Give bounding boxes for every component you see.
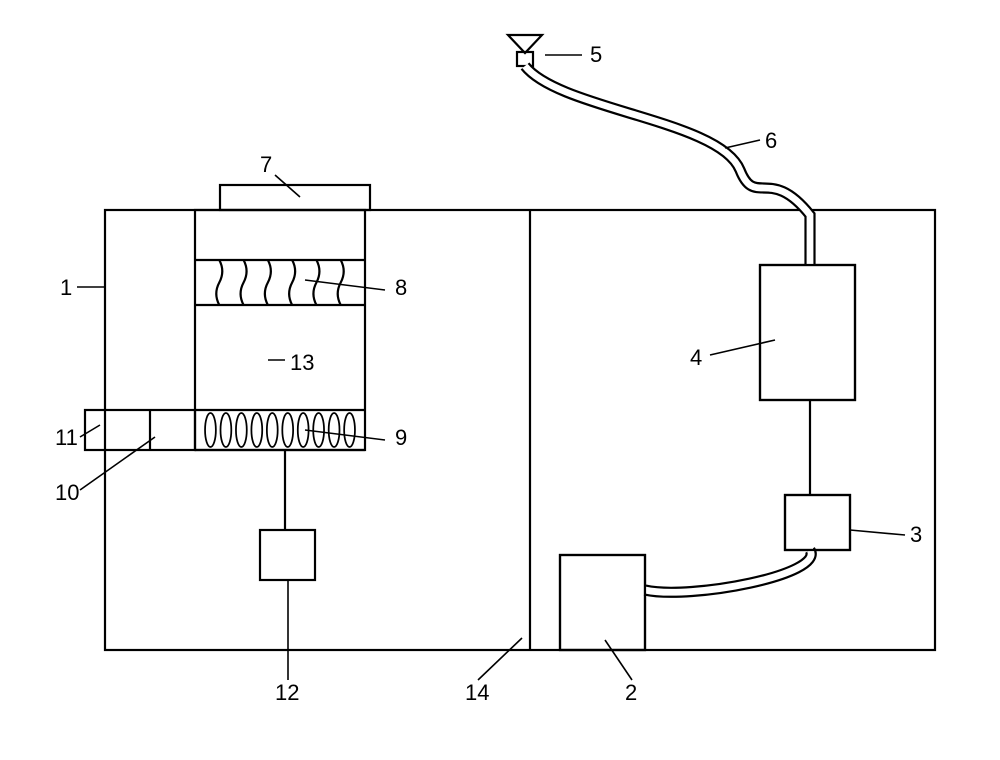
label-l14: 14: [465, 680, 489, 705]
leader-l8: [305, 280, 385, 290]
wave-line: [338, 260, 344, 305]
leader-l3: [850, 530, 905, 535]
coil-loop: [282, 413, 293, 447]
coil-loop: [344, 413, 355, 447]
wave-line: [241, 260, 247, 305]
inner-bottom-block: [560, 555, 645, 650]
inner-bottom-block-over: [560, 555, 645, 650]
hose-inner: [525, 66, 810, 265]
bottom-small-box: [260, 530, 315, 580]
coil-loop: [205, 413, 216, 447]
label-l4: 4: [690, 345, 702, 370]
wave-line: [216, 260, 222, 305]
right-tall-box-over: [760, 265, 855, 400]
wave-line: [265, 260, 271, 305]
label-l2: 2: [625, 680, 637, 705]
leader-l14: [478, 638, 522, 680]
hose2-inner: [645, 550, 811, 592]
label-l1: 1: [60, 275, 72, 300]
label-l12: 12: [275, 680, 299, 705]
coil-loop: [313, 413, 324, 447]
label-l6: 6: [765, 128, 777, 153]
leader-l11: [80, 425, 100, 437]
coil-loop: [221, 413, 232, 447]
wave-line: [313, 260, 319, 305]
label-l13: 13: [290, 350, 314, 375]
coil-loop: [251, 413, 262, 447]
label-l7: 7: [260, 152, 272, 177]
label-l5: 5: [590, 42, 602, 67]
leader-l10: [80, 437, 155, 490]
coil-loop: [329, 413, 340, 447]
right-small-box: [785, 495, 850, 550]
label-l9: 9: [395, 425, 407, 450]
leader-l4: [710, 340, 775, 355]
label-l11: 11: [55, 425, 78, 450]
coil-loop: [267, 413, 278, 447]
funnel: [508, 35, 542, 53]
right-small-box-over: [785, 495, 850, 550]
coil-loop: [236, 413, 247, 447]
left-inner-box: [195, 210, 365, 450]
top-cap-box: [220, 185, 370, 210]
right-tall-box: [760, 265, 855, 400]
label-l10: 10: [55, 480, 79, 505]
label-l3: 3: [910, 522, 922, 547]
label-l8: 8: [395, 275, 407, 300]
leader-l6: [725, 140, 760, 148]
wave-line: [289, 260, 295, 305]
leader-l2: [605, 640, 632, 680]
side-block: [85, 410, 195, 450]
